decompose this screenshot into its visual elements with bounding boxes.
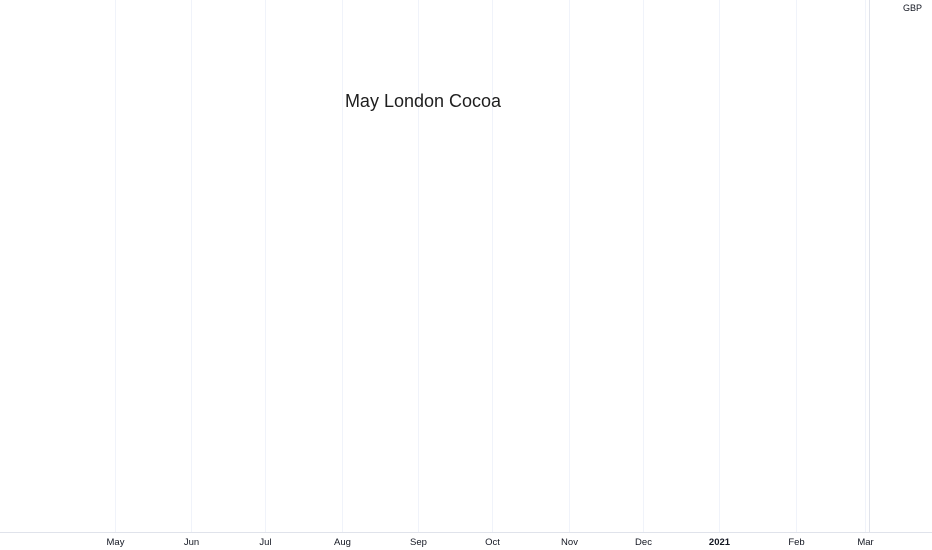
time-tick-label: Feb bbox=[788, 537, 804, 548]
time-tick-label: May bbox=[107, 537, 125, 548]
time-tick-label: Dec bbox=[635, 537, 652, 548]
time-tick-label: Oct bbox=[485, 537, 500, 548]
time-tick-label: 2021 bbox=[709, 537, 731, 548]
time-tick-label: Jul bbox=[259, 537, 271, 548]
currency-label: GBP bbox=[903, 3, 922, 13]
grid-lines bbox=[115, 0, 866, 532]
time-tick-label: Aug bbox=[334, 537, 351, 548]
time-tick-label: Jun bbox=[184, 537, 199, 548]
time-tick-label: Nov bbox=[561, 537, 578, 548]
time-tick-label: Mar bbox=[857, 537, 873, 548]
chart-title: May London Cocoa bbox=[345, 91, 502, 111]
time-tick-label: Sep bbox=[410, 537, 427, 548]
time-axis[interactable]: MayJunJulAugSepOctNovDec2021FebMarApr bbox=[107, 537, 932, 548]
